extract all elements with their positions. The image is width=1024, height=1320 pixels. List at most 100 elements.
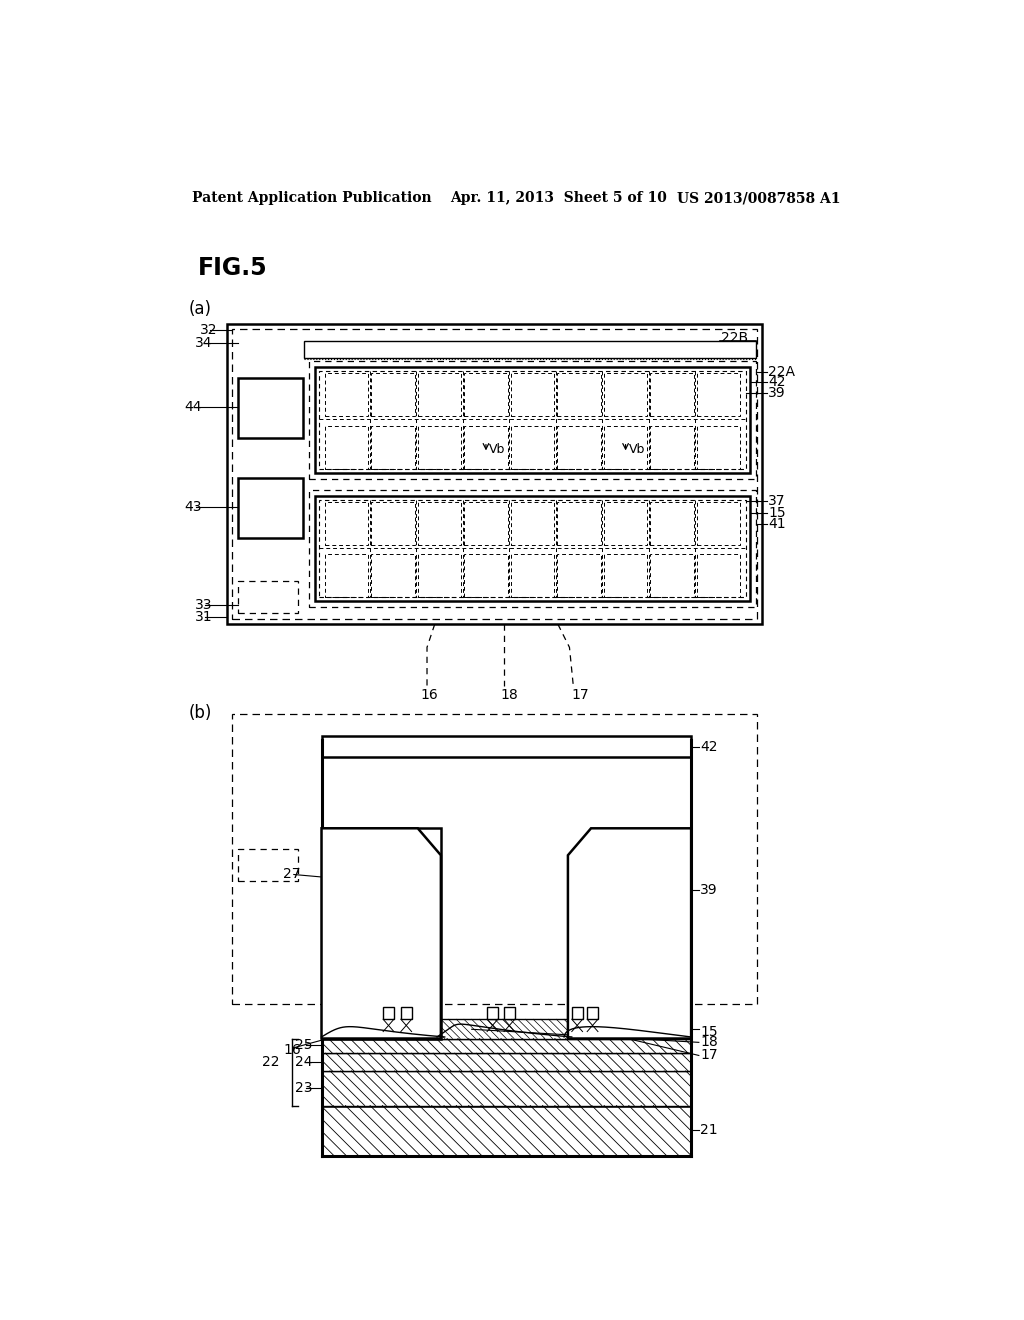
Text: 16: 16 (421, 688, 438, 702)
Bar (511, 425, 554, 469)
Bar (319, 371, 745, 469)
Text: 25: 25 (295, 1039, 313, 1052)
Text: Vb: Vb (629, 444, 645, 455)
Bar (383, 1007, 394, 1019)
Text: Patent Application Publication: Patent Application Publication (193, 191, 432, 206)
Text: 15: 15 (768, 506, 785, 520)
Polygon shape (322, 829, 441, 1039)
Text: 43: 43 (184, 500, 202, 515)
Bar (650, 554, 694, 598)
Bar (322, 737, 691, 758)
Bar (309, 490, 756, 607)
Text: 39: 39 (700, 883, 718, 896)
Text: 18: 18 (500, 688, 518, 702)
Text: Apr. 11, 2013  Sheet 5 of 10: Apr. 11, 2013 Sheet 5 of 10 (451, 191, 667, 206)
Bar (557, 374, 601, 416)
Bar (557, 554, 601, 598)
Text: 24: 24 (295, 1055, 313, 1069)
Text: 18: 18 (700, 1035, 718, 1049)
Bar (238, 378, 303, 438)
Text: 17: 17 (700, 1048, 718, 1063)
Bar (418, 554, 461, 598)
Bar (604, 502, 647, 545)
Bar (315, 496, 750, 601)
Bar (238, 849, 298, 882)
Bar (309, 360, 756, 479)
Text: 37: 37 (768, 494, 785, 508)
Bar (418, 425, 461, 469)
Bar (557, 502, 601, 545)
Bar (325, 425, 368, 469)
Text: 23: 23 (295, 1081, 313, 1094)
Bar (315, 367, 750, 473)
Bar (400, 1007, 412, 1019)
Bar (697, 502, 740, 545)
Bar (322, 1039, 691, 1053)
Bar (325, 554, 368, 598)
Bar (604, 374, 647, 416)
Bar (418, 502, 461, 545)
Text: Vb: Vb (489, 444, 506, 455)
Bar (697, 374, 740, 416)
Bar (325, 374, 368, 416)
Text: 33: 33 (195, 598, 212, 612)
Bar (587, 1007, 598, 1019)
Text: 17: 17 (571, 688, 590, 702)
Text: 44: 44 (184, 400, 202, 414)
Bar (504, 1007, 515, 1019)
Bar (418, 374, 461, 416)
Bar (464, 425, 508, 469)
Bar (697, 554, 740, 598)
Text: 15: 15 (700, 1026, 718, 1039)
Bar (571, 1007, 583, 1019)
Bar (238, 581, 298, 614)
Text: 16: 16 (283, 1043, 301, 1057)
Bar (371, 502, 415, 545)
Bar (511, 502, 554, 545)
Bar (464, 554, 508, 598)
Text: 42: 42 (768, 375, 785, 389)
Bar (322, 1106, 691, 1155)
Text: (b): (b) (189, 704, 212, 722)
Bar (511, 554, 554, 598)
Text: 31: 31 (195, 610, 212, 623)
Bar (371, 374, 415, 416)
Text: FIG.5: FIG.5 (199, 256, 268, 280)
Bar (604, 554, 647, 598)
Bar (464, 374, 508, 416)
Bar (511, 374, 554, 416)
Bar (487, 1007, 498, 1019)
Bar (232, 330, 757, 619)
Text: 42: 42 (700, 739, 718, 754)
Bar (226, 323, 762, 624)
Text: 21: 21 (700, 1123, 718, 1137)
Bar (322, 1053, 691, 1071)
Text: (a): (a) (189, 300, 212, 318)
Bar (371, 554, 415, 598)
Bar (322, 829, 441, 1039)
Bar (604, 425, 647, 469)
Text: 39: 39 (768, 387, 785, 400)
Bar (232, 714, 757, 1003)
Bar (650, 502, 694, 545)
Bar (464, 502, 508, 545)
Bar (557, 425, 601, 469)
Bar (697, 425, 740, 469)
Bar (325, 502, 368, 545)
Bar (371, 425, 415, 469)
Bar (650, 374, 694, 416)
Bar (238, 478, 303, 539)
Text: 34: 34 (195, 337, 212, 350)
Text: 22B: 22B (721, 331, 749, 345)
Text: 27: 27 (283, 867, 300, 882)
Text: 32: 32 (200, 323, 217, 337)
Bar (322, 1019, 691, 1039)
Text: 22: 22 (262, 1055, 280, 1069)
Bar (304, 341, 756, 358)
Polygon shape (568, 829, 691, 1039)
Text: 22A: 22A (768, 364, 795, 379)
Bar (650, 425, 694, 469)
Text: 41: 41 (768, 517, 785, 531)
Bar (322, 1071, 691, 1106)
Bar (319, 499, 745, 598)
